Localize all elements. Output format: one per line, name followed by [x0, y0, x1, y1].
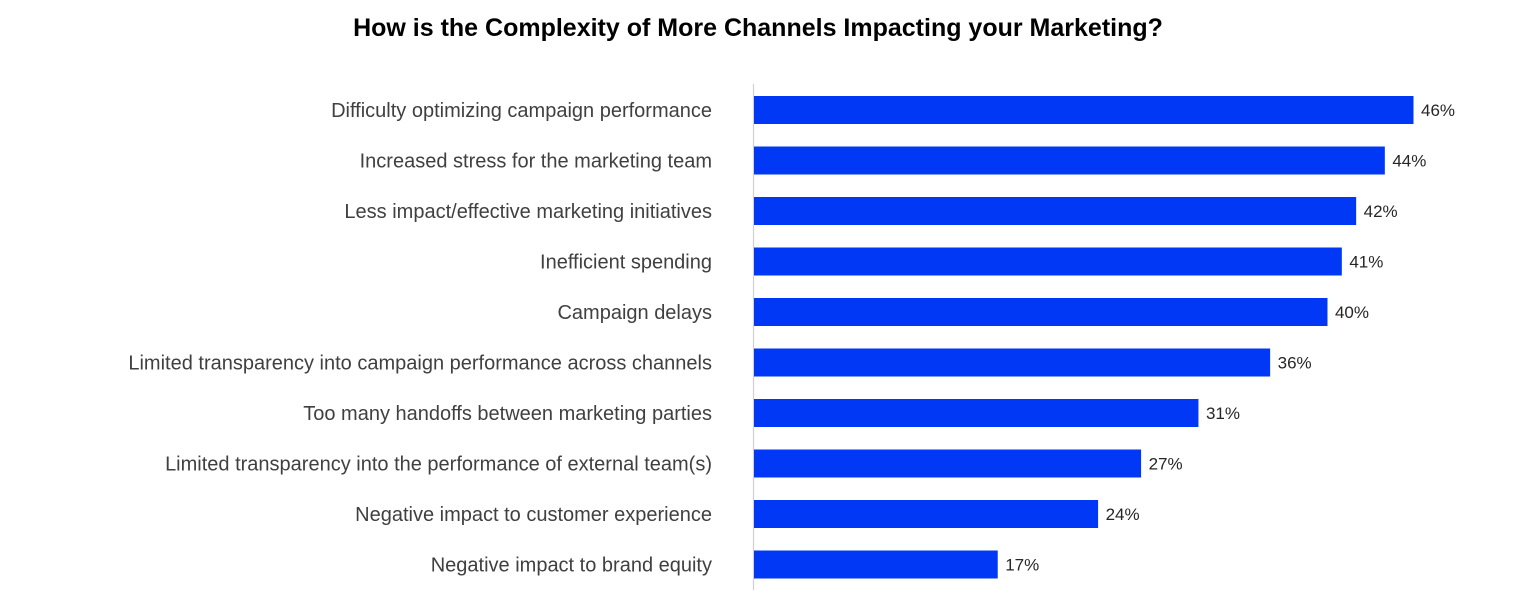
bar — [754, 298, 1328, 326]
data-label: 44% — [1392, 152, 1426, 171]
bar — [754, 146, 1385, 175]
chart-title: How is the Complexity of More Channels I… — [353, 14, 1163, 42]
data-label: 41% — [1349, 253, 1383, 272]
data-label: 46% — [1421, 101, 1455, 120]
bar — [754, 348, 1271, 377]
category-label: Negative impact to brand equity — [431, 555, 712, 577]
category-label: Too many handoffs between marketing part… — [303, 403, 712, 425]
category-label: Negative impact to customer experience — [355, 504, 712, 526]
bar — [754, 247, 1342, 276]
category-label: Limited transparency into campaign perfo… — [128, 353, 712, 375]
category-label: Increased stress for the marketing team — [360, 151, 712, 173]
bar — [754, 449, 1142, 478]
category-label: Difficulty optimizing campaign performan… — [331, 100, 712, 122]
bar — [754, 550, 998, 579]
data-label: 36% — [1278, 354, 1312, 373]
bar — [754, 96, 1414, 124]
category-label: Inefficient spending — [540, 252, 712, 274]
bar — [754, 399, 1199, 427]
data-label: 24% — [1106, 505, 1140, 524]
category-label: Limited transparency into the performanc… — [165, 454, 712, 476]
bar — [754, 500, 1099, 528]
data-label: 40% — [1335, 303, 1369, 322]
category-label: Less impact/effective marketing initiati… — [344, 201, 712, 223]
data-label: 17% — [1005, 556, 1039, 575]
bar — [754, 197, 1357, 225]
category-label: Campaign delays — [557, 302, 712, 324]
data-label: 31% — [1206, 404, 1240, 423]
data-label: 42% — [1364, 202, 1398, 221]
data-label: 27% — [1149, 455, 1183, 474]
